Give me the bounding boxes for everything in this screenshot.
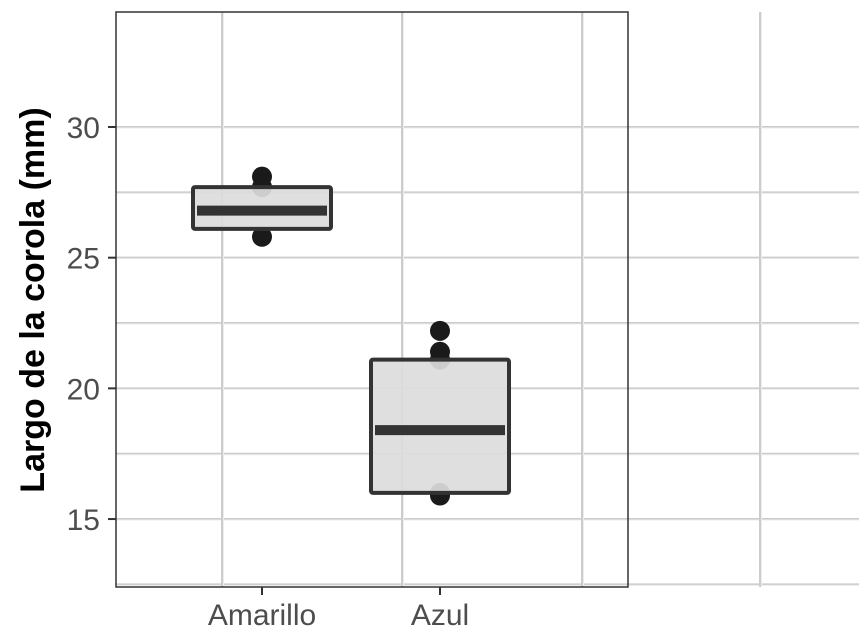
data-point [430,320,450,341]
data-point [430,341,450,362]
y-tick-label: 30 [67,112,100,145]
data-point [252,166,272,187]
box-marks [191,166,511,506]
data-point [252,226,272,247]
grid-lines [116,12,859,587]
y-tick-label: 15 [67,504,100,537]
y-tick-label: 20 [67,373,100,406]
y-tick-label: 25 [67,243,100,276]
box-amarillo [191,166,333,247]
x-tick-label: Azul [411,599,469,629]
axes: 15 20 25 30 Amarillo Azul [67,112,470,629]
box-azul [369,320,511,506]
x-tick-label: Amarillo [208,599,316,629]
y-axis-title: Largo de la corola (mm) [14,107,52,492]
plot-panel [115,11,629,588]
